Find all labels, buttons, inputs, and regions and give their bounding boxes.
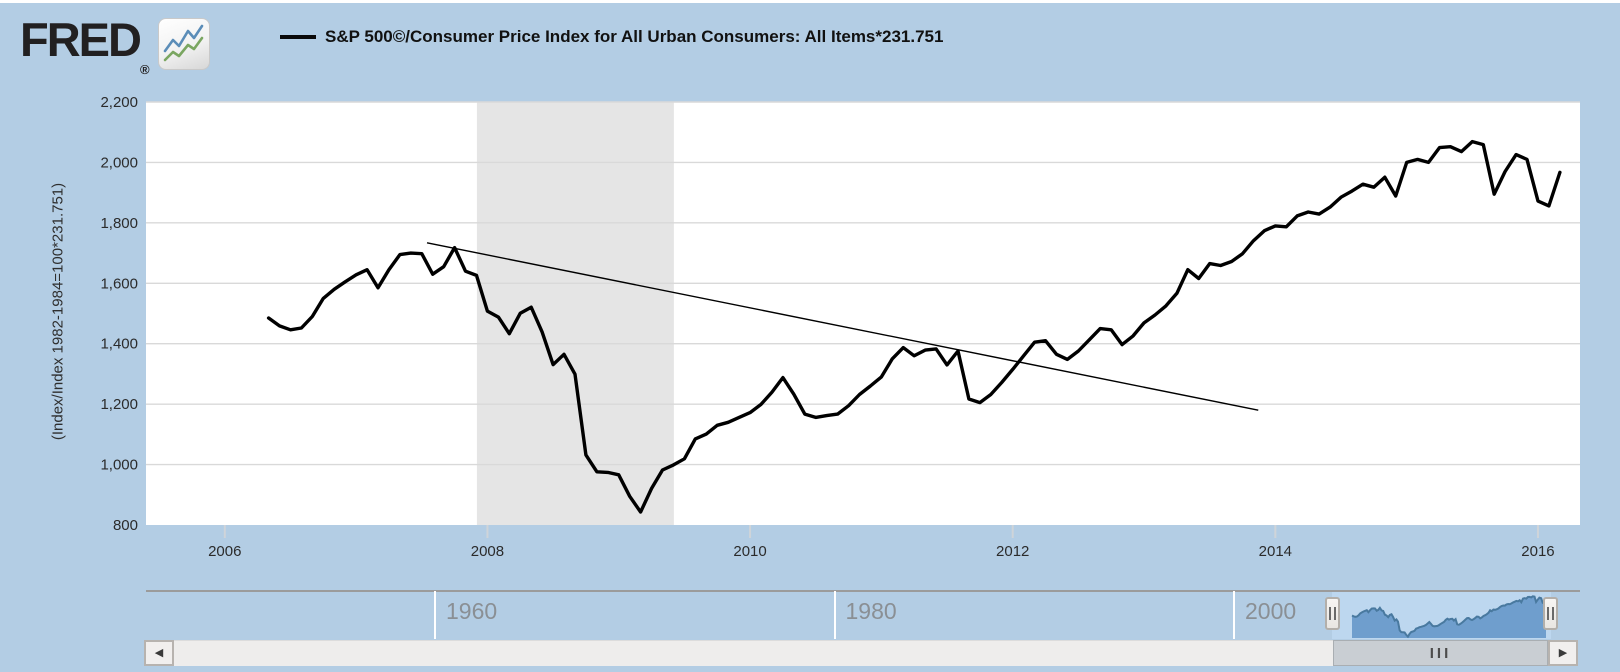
y-tick-label: 2,200 — [100, 94, 138, 111]
chart-legend: S&P 500©/Consumer Price Index for All Ur… — [280, 26, 943, 48]
left-arrow-icon: ◀ — [154, 646, 164, 659]
decade-separator — [833, 591, 836, 639]
y-tick-label: 2,000 — [100, 154, 138, 171]
right-arrow-icon: ▶ — [1558, 646, 1568, 659]
y-tick-label: 1,400 — [100, 336, 138, 353]
top-edge-strip — [0, 0, 1620, 3]
minimap-area-fill — [1352, 596, 1546, 638]
decade-label: 1980 — [845, 598, 897, 624]
decade-separator — [1233, 591, 1235, 639]
handle-grip-bar — [1329, 607, 1331, 620]
handle-grip-bar — [1547, 607, 1549, 620]
y-tick-label: 1,200 — [100, 396, 138, 413]
line-chart-icon — [163, 24, 204, 62]
y-tick-label: 1,800 — [100, 215, 138, 232]
recession-band — [476, 102, 674, 525]
legend-series-label: S&P 500©/Consumer Price Index for All Ur… — [325, 27, 944, 46]
x-tick-label: 2016 — [1521, 543, 1554, 560]
fred-logo-text: FRED — [20, 13, 142, 66]
series-line — [266, 139, 1562, 514]
decade-separator — [434, 591, 436, 639]
scroll-right-button[interactable]: ▶ — [1548, 640, 1578, 666]
handle-grip-bar — [1334, 607, 1336, 620]
scrollbar-thumb[interactable]: III — [1333, 640, 1548, 666]
range-handle-left[interactable] — [1325, 597, 1340, 630]
decade-label: 1960 — [446, 598, 498, 624]
registered-mark: ® — [139, 62, 150, 77]
x-tick-label: 2012 — [996, 543, 1029, 560]
y-tick-label: 1,600 — [100, 275, 138, 292]
thumb-grip-icon: III — [1429, 644, 1452, 662]
fred-logo-chart-icon — [158, 18, 210, 70]
x-tick-label: 2010 — [733, 543, 766, 560]
y-tick-label: 1,000 — [100, 457, 138, 474]
trendline-annotation — [426, 242, 1259, 411]
decade-label: 2000 — [1245, 598, 1297, 624]
timeline-axis-line — [146, 590, 1580, 592]
plot-area — [146, 102, 1580, 525]
minimap-area-line — [1351, 595, 1547, 639]
x-tick-label: 2014 — [1259, 543, 1292, 560]
x-tick-label: 2008 — [471, 543, 504, 560]
x-tick-label: 2006 — [208, 543, 241, 560]
fred-logo: FRED® — [20, 12, 150, 77]
y-tick-label: 800 — [113, 517, 138, 534]
handle-grip-bar — [1552, 607, 1554, 620]
legend-line-swatch — [280, 35, 316, 39]
range-handle-right[interactable] — [1543, 597, 1558, 630]
scroll-left-button[interactable]: ◀ — [144, 640, 174, 666]
main-chart[interactable]: 800 1,000 1,200 1,400 1,600 1,800 2,000 2,200 20… — [0, 0, 1620, 600]
